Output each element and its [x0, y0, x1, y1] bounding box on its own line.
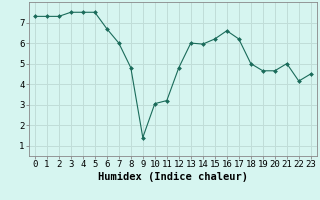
X-axis label: Humidex (Indice chaleur): Humidex (Indice chaleur): [98, 172, 248, 182]
